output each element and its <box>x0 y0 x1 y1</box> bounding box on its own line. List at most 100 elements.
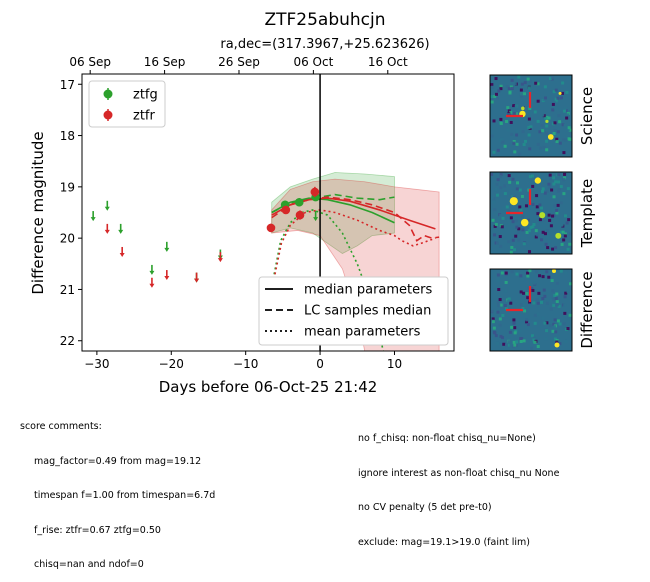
cutout-noise <box>490 97 494 101</box>
chart-title: ZTF25abuhcjn <box>264 10 385 30</box>
cutout-noise <box>505 343 509 347</box>
upper-limit-ztfr <box>104 223 110 234</box>
cutout-noise <box>500 271 504 275</box>
upper-limit-arrow <box>118 229 124 234</box>
cutout-noise <box>526 271 530 275</box>
cutout-noise <box>502 342 506 346</box>
cutout-noise <box>566 111 570 115</box>
upper-limit-ztfg <box>313 211 319 222</box>
cutout-noise <box>507 87 511 91</box>
legend-label: LC samples median <box>304 304 431 319</box>
upper-limit-ztfg <box>164 241 170 252</box>
cutout-noise <box>531 288 535 292</box>
cutout-noise <box>555 137 559 141</box>
cutout-noise <box>499 122 503 126</box>
cutout-noise <box>503 144 507 148</box>
y-tick-label: 21 <box>60 283 75 297</box>
cutout-noise <box>562 178 566 182</box>
cutout-noise <box>543 294 547 298</box>
cutout-noise <box>526 77 530 81</box>
detection-marker <box>310 187 320 197</box>
cutout-noise <box>566 289 570 293</box>
cutout-noise <box>518 329 522 333</box>
top-tick-label: 26 Sep <box>218 55 260 69</box>
cutout-noise <box>505 205 509 209</box>
cutout-noise <box>560 230 564 234</box>
cutout-noise <box>508 180 512 184</box>
cutout-noise <box>494 188 498 192</box>
cutout-noise <box>545 189 549 193</box>
cutout-noise <box>540 300 544 304</box>
cutout-noise <box>513 242 517 246</box>
cutout-noise <box>532 281 536 285</box>
cutout-noise <box>556 189 560 193</box>
cutout-noise <box>546 246 550 250</box>
cutout-noise <box>522 143 526 147</box>
cutout-noise <box>567 137 571 141</box>
cutout-noise <box>549 298 553 302</box>
y-tick-label: 22 <box>60 334 75 348</box>
top-tick-label: 06 Oct <box>293 55 333 69</box>
cutout-noise <box>519 274 523 278</box>
cutout-noise <box>560 91 564 95</box>
cutout-noise <box>490 196 494 200</box>
x-tick-label: −10 <box>233 357 258 371</box>
cutout-noise <box>547 275 551 279</box>
cutout-noise <box>561 230 565 234</box>
cutout-noise <box>535 270 539 274</box>
cutout-noise <box>498 323 502 327</box>
cutout-noise <box>551 122 555 126</box>
cutout-noise <box>560 223 564 227</box>
cutout-noise <box>566 187 570 191</box>
cutout-noise <box>515 142 519 146</box>
cutout-noise <box>507 297 511 301</box>
cutout-noise <box>568 313 572 317</box>
cutout-noise <box>525 318 529 322</box>
cutout-noise <box>551 76 555 80</box>
axes: −30 −20 −10 0 10 17 18 19 20 21 22 06 Sep 16 Sep 26 S… <box>60 55 408 371</box>
cutout-noise <box>548 218 552 222</box>
cutout-noise <box>504 280 508 284</box>
cutout-noise <box>510 132 514 136</box>
detection-ztfr <box>295 210 305 220</box>
cutout-noise <box>536 99 540 103</box>
x-axis-label: Days before 06-Oct-25 21:42 <box>159 378 378 396</box>
cutout-noise <box>499 117 503 121</box>
cutout-label: Science <box>578 87 596 145</box>
cutout-star <box>558 91 562 95</box>
cutout-noise <box>515 272 519 276</box>
cutout-noise <box>496 278 500 282</box>
cutout-noise <box>519 208 523 212</box>
cutout-noise <box>522 339 526 343</box>
cutout-noise <box>529 111 533 115</box>
cutout-noise <box>527 117 531 121</box>
cutout-noise <box>553 129 557 133</box>
cutout-noise <box>514 112 518 116</box>
cutout-noise <box>491 85 495 89</box>
cutout-noise <box>536 212 540 216</box>
cutout-noise <box>496 341 500 345</box>
cutout-noise <box>509 120 513 124</box>
cutout-noise <box>545 131 549 135</box>
cutout-noise <box>513 150 517 154</box>
cutout-frame <box>489 268 573 352</box>
cutout-noise <box>547 116 551 120</box>
cutout-noise <box>510 245 514 249</box>
cutout-noise <box>551 247 555 251</box>
cutout-noise <box>557 173 561 177</box>
upper-limit-arrow <box>194 278 200 283</box>
cutout-noise <box>491 218 495 222</box>
cutout-noise <box>563 109 567 113</box>
cutout-noise <box>552 153 556 157</box>
cutout-noise <box>513 82 517 86</box>
cutout-noise <box>493 233 497 237</box>
cutout-noise <box>515 340 519 344</box>
cutout-noise <box>544 242 548 246</box>
score-comments-right: no f_chisq: non-float chisq_nu=None) ign… <box>358 410 559 560</box>
cutout-noise <box>558 120 562 124</box>
cutout-noise <box>557 180 561 184</box>
cutout-noise <box>551 297 555 301</box>
model-curve-ztfr-dotted <box>273 209 436 280</box>
cutout-noise <box>518 152 522 156</box>
cutout-noise <box>530 174 534 178</box>
